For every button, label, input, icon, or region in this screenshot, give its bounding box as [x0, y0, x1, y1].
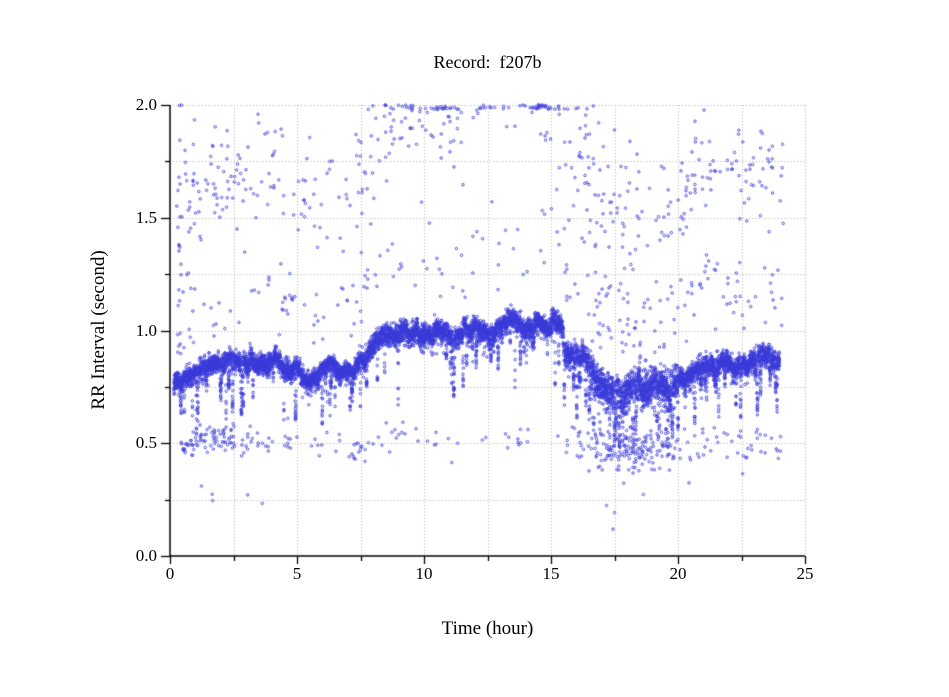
y-tick-label-2: 1.0 — [135, 320, 157, 340]
y-axis-label: RR Interval (second) — [88, 250, 109, 410]
y-tick-label-0: 0.0 — [135, 546, 157, 565]
chart-title: Record: f207b — [433, 52, 542, 72]
x-axis-label: Time (hour) — [441, 618, 534, 639]
y-tick-label-3: 1.5 — [135, 207, 157, 227]
x-tick-label-0: 0 — [165, 564, 175, 583]
y-tick-label-4: 2.0 — [135, 95, 157, 114]
x-tick-label-3: 15 — [542, 564, 560, 583]
x-tick-label-5: 25 — [796, 564, 814, 583]
y-tick-label-1: 0.5 — [135, 433, 157, 453]
x-tick-label-1: 5 — [292, 564, 302, 583]
x-tick-label-2: 10 — [415, 564, 433, 583]
x-tick-label-4: 20 — [669, 564, 687, 583]
